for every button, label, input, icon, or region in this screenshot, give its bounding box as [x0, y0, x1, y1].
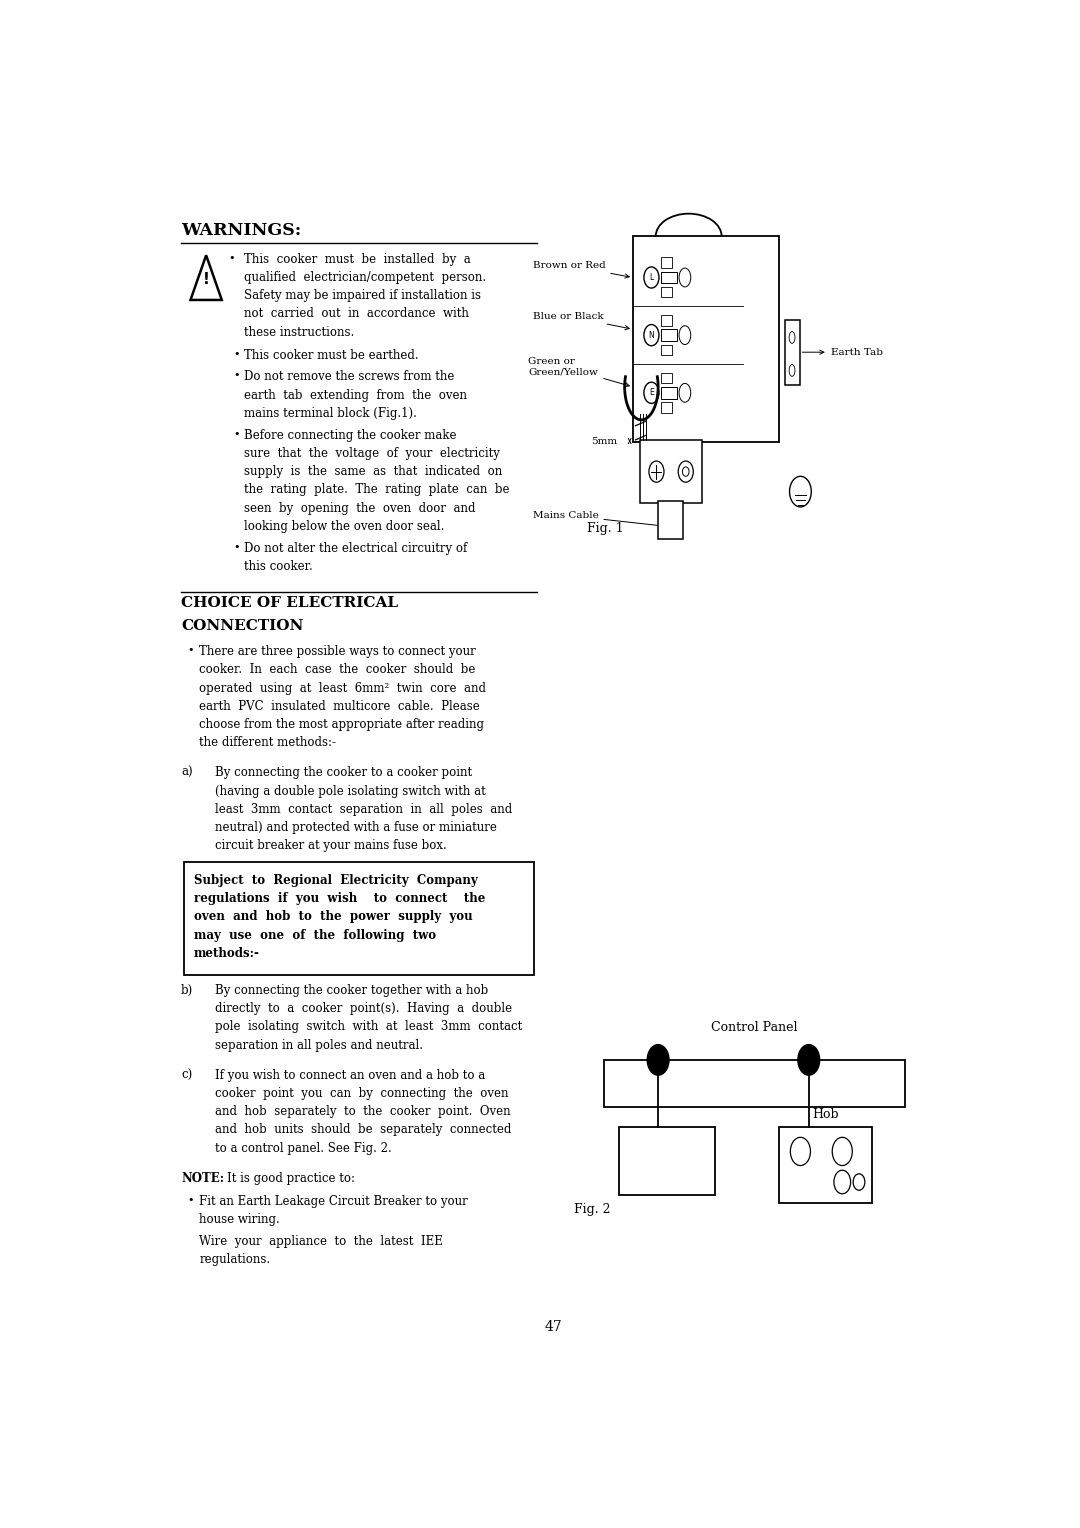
Bar [780, 1128, 872, 1204]
Text: this cooker.: this cooker. [244, 559, 312, 573]
Text: Do not alter the electrical circuitry of: Do not alter the electrical circuitry of [244, 541, 467, 555]
Text: NOTE:: NOTE: [181, 1172, 225, 1184]
Text: least  3mm  contact  separation  in  all  poles  and: least 3mm contact separation in all pole… [215, 802, 512, 816]
Text: Green or
Green/Yellow: Green or Green/Yellow [528, 358, 630, 387]
Text: •: • [233, 541, 240, 552]
Text: methods:-: methods:- [193, 947, 259, 960]
Bar [639, 440, 702, 503]
Text: regulations.: regulations. [200, 1253, 271, 1265]
Text: Safety may be impaired if installation is: Safety may be impaired if installation i… [244, 289, 481, 303]
Text: •: • [188, 645, 194, 656]
Text: •: • [233, 429, 240, 439]
FancyBboxPatch shape [184, 862, 535, 975]
Text: Control Panel: Control Panel [711, 1021, 798, 1034]
Text: sure  that  the  voltage  of  your  electricity: sure that the voltage of your electricit… [244, 446, 500, 460]
Text: house wiring.: house wiring. [200, 1213, 280, 1225]
Text: earth  PVC  insulated  multicore  cable.  Please: earth PVC insulated multicore cable. Ple… [200, 700, 481, 714]
Text: Fig. 1: Fig. 1 [588, 523, 623, 535]
Text: and  hob  units  should  be  separately  connected: and hob units should be separately conne… [215, 1123, 511, 1137]
Bar [661, 272, 676, 283]
Text: these instructions.: these instructions. [244, 325, 354, 339]
Text: seen  by  opening  the  oven  door  and: seen by opening the oven door and [244, 501, 475, 515]
Text: This cooker must be earthed.: This cooker must be earthed. [244, 348, 418, 362]
Text: If you wish to connect an oven and a hob to a: If you wish to connect an oven and a hob… [215, 1068, 485, 1082]
Text: Before connecting the cooker make: Before connecting the cooker make [244, 429, 457, 442]
Bar [784, 319, 799, 385]
Text: CHOICE OF ELECTRICAL: CHOICE OF ELECTRICAL [181, 596, 399, 610]
Bar [604, 1060, 905, 1106]
Bar [633, 237, 780, 442]
Text: Mains Cable: Mains Cable [532, 510, 667, 529]
Text: directly  to  a  cooker  point(s).  Having  a  double: directly to a cooker point(s). Having a … [215, 1002, 512, 1015]
Text: Subject  to  Regional  Electricity  Company: Subject to Regional Electricity Company [193, 874, 477, 886]
Bar [661, 402, 672, 413]
Text: !: ! [203, 272, 210, 287]
Text: •: • [233, 348, 240, 359]
Text: It is good practice to:: It is good practice to: [227, 1172, 355, 1184]
Text: earth  tab  extending  from  the  oven: earth tab extending from the oven [244, 388, 467, 402]
Text: Hob: Hob [812, 1108, 839, 1122]
Text: regulations  if  you  wish    to  connect    the: regulations if you wish to connect the [193, 892, 485, 905]
Text: to a control panel. See Fig. 2.: to a control panel. See Fig. 2. [215, 1141, 391, 1155]
Circle shape [798, 1045, 820, 1076]
Text: qualified  electrician/competent  person.: qualified electrician/competent person. [244, 270, 486, 284]
Text: By connecting the cooker together with a hob: By connecting the cooker together with a… [215, 984, 488, 996]
Text: c): c) [181, 1068, 192, 1082]
Text: Fit an Earth Leakage Circuit Breaker to your: Fit an Earth Leakage Circuit Breaker to … [200, 1195, 469, 1207]
Text: L: L [649, 274, 653, 283]
Text: E: E [649, 388, 653, 397]
Text: Oven: Oven [650, 1155, 684, 1167]
Bar [661, 373, 672, 384]
Bar [658, 501, 684, 539]
Bar [661, 258, 672, 267]
Text: Fig. 2: Fig. 2 [575, 1204, 611, 1216]
Text: WARNINGS:: WARNINGS: [181, 222, 301, 240]
Text: may  use  one  of  the  following  two: may use one of the following two [193, 929, 435, 941]
Text: operated  using  at  least  6mm²  twin  core  and: operated using at least 6mm² twin core a… [200, 681, 486, 695]
Text: 5mm: 5mm [591, 437, 617, 446]
Bar [661, 315, 672, 325]
Text: supply  is  the  same  as  that  indicated  on: supply is the same as that indicated on [244, 465, 502, 478]
Bar [661, 344, 672, 354]
Bar [661, 387, 676, 399]
Text: There are three possible ways to connect your: There are three possible ways to connect… [200, 645, 476, 659]
Text: and  hob  separately  to  the  cooker  point.  Oven: and hob separately to the cooker point. … [215, 1105, 510, 1118]
Text: This  cooker  must  be  installed  by  a: This cooker must be installed by a [244, 252, 471, 266]
Text: oven  and  hob  to  the  power  supply  you: oven and hob to the power supply you [193, 911, 472, 923]
Circle shape [647, 1045, 669, 1076]
Text: b): b) [181, 984, 193, 996]
Text: looking below the oven door seal.: looking below the oven door seal. [244, 520, 444, 533]
Text: (having a double pole isolating switch with at: (having a double pole isolating switch w… [215, 784, 485, 798]
Text: •: • [233, 370, 240, 380]
Text: neutral) and protected with a fuse or miniature: neutral) and protected with a fuse or mi… [215, 821, 497, 834]
Text: cooker  point  you  can  by  connecting  the  oven: cooker point you can by connecting the o… [215, 1086, 508, 1100]
Text: Wire  your  appliance  to  the  latest  IEE: Wire your appliance to the latest IEE [200, 1235, 443, 1248]
Text: a): a) [181, 767, 192, 779]
Text: CONNECTION: CONNECTION [181, 619, 303, 633]
Text: not  carried  out  in  accordance  with: not carried out in accordance with [244, 307, 469, 321]
Text: By connecting the cooker to a cooker point: By connecting the cooker to a cooker poi… [215, 767, 472, 779]
Text: choose from the most appropriate after reading: choose from the most appropriate after r… [200, 718, 485, 730]
Text: mains terminal block (Fig.1).: mains terminal block (Fig.1). [244, 406, 417, 420]
Text: •: • [229, 252, 235, 263]
Text: N: N [649, 330, 654, 339]
Text: circuit breaker at your mains fuse box.: circuit breaker at your mains fuse box. [215, 839, 446, 853]
Text: pole  isolating  switch  with  at  least  3mm  contact: pole isolating switch with at least 3mm … [215, 1021, 522, 1033]
Bar [661, 287, 672, 298]
Text: the different methods:-: the different methods:- [200, 736, 337, 749]
Bar [619, 1128, 715, 1195]
Text: Blue or Black: Blue or Black [532, 312, 630, 330]
Bar [661, 329, 676, 341]
Text: •: • [188, 1195, 194, 1204]
Text: Brown or Red: Brown or Red [532, 261, 630, 278]
Text: Earth Tab: Earth Tab [802, 348, 882, 356]
Text: Do not remove the screws from the: Do not remove the screws from the [244, 370, 455, 384]
Text: 47: 47 [544, 1320, 563, 1334]
Text: cooker.  In  each  case  the  cooker  should  be: cooker. In each case the cooker should b… [200, 663, 476, 677]
Text: separation in all poles and neutral.: separation in all poles and neutral. [215, 1039, 422, 1051]
Text: the  rating  plate.  The  rating  plate  can  be: the rating plate. The rating plate can b… [244, 483, 510, 497]
